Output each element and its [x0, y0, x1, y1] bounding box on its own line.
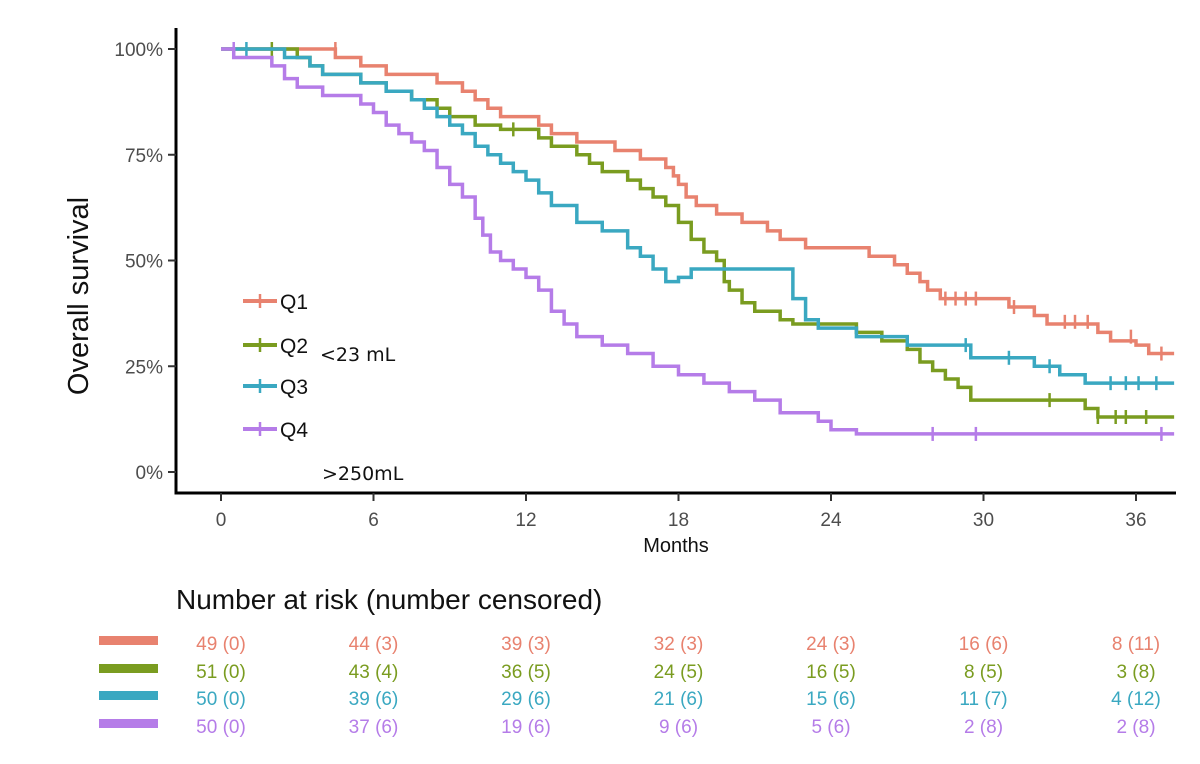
- legend-label: Q1: [280, 291, 308, 314]
- x-tick-label: 6: [368, 510, 379, 531]
- risk-cell: 19 (6): [501, 717, 551, 738]
- risk-cell: 2 (8): [964, 717, 1003, 738]
- risk-cell: 44 (3): [349, 634, 399, 655]
- x-tick-label: 24: [820, 510, 842, 531]
- y-tick-label: 100%: [114, 40, 163, 61]
- legend-label: Q3: [280, 376, 308, 399]
- annotation-low-volume: <23 mL: [320, 344, 396, 366]
- axes: 0% 25% 50% 75% 100% 0 6 12 18 24 30 36 Months Overall…: [63, 28, 1176, 557]
- risk-cell: 51 (0): [196, 662, 246, 683]
- risk-cell: 5 (6): [811, 717, 850, 738]
- series-q1: [221, 42, 1175, 361]
- risk-cell: 39 (6): [349, 689, 399, 710]
- legend-item-q3: Q3: [243, 376, 308, 399]
- y-tick-label: 50%: [125, 252, 163, 273]
- risk-cell: 32 (3): [654, 634, 704, 655]
- risk-table-title: Number at risk (number censored): [176, 584, 602, 615]
- y-tick-label: 75%: [125, 146, 163, 167]
- risk-cell: 16 (6): [959, 634, 1009, 655]
- risk-cell: 37 (6): [349, 717, 399, 738]
- risk-cell: 24 (3): [806, 634, 856, 655]
- series-q4: [221, 42, 1175, 441]
- annotation-high-volume: >250mL: [322, 463, 404, 485]
- legend-item-q2: Q2: [243, 335, 308, 358]
- risk-row-swatch: [99, 719, 158, 728]
- risk-row-q3: 50 (0) 39 (6) 29 (6) 21 (6) 15 (6) 11 (7) 4 (1…: [99, 689, 1161, 710]
- x-tick-label: 18: [668, 510, 689, 531]
- series-q3: [221, 42, 1175, 391]
- y-tick-label: 0%: [136, 463, 164, 484]
- risk-row-q4: 50 (0) 37 (6) 19 (6) 9 (6) 5 (6) 2 (8) 2 (8): [99, 717, 1156, 738]
- risk-cell: 4 (12): [1111, 689, 1161, 710]
- legend-label: Q4: [280, 419, 308, 442]
- risk-cell: 21 (6): [654, 689, 704, 710]
- risk-cell: 50 (0): [196, 689, 246, 710]
- risk-table: Number at risk (number censored) 49 (0) 4…: [99, 584, 1161, 738]
- risk-cell: 43 (4): [349, 662, 399, 683]
- x-tick-label: 30: [973, 510, 994, 531]
- survival-line-q4: [221, 47, 1175, 436]
- risk-cell: 15 (6): [806, 689, 856, 710]
- risk-cell: 36 (5): [501, 662, 551, 683]
- legend-item-q4: Q4: [243, 419, 308, 442]
- y-tick-label: 25%: [125, 357, 163, 378]
- legend: Q1 Q2 Q3 Q4: [243, 291, 308, 442]
- survival-line-q3: [221, 47, 1175, 385]
- risk-row-swatch: [99, 664, 158, 673]
- x-tick-label: 0: [216, 510, 227, 531]
- risk-cell: 2 (8): [1116, 717, 1155, 738]
- risk-cell: 16 (5): [806, 662, 856, 683]
- y-axis-title: Overall survival: [63, 197, 95, 395]
- risk-row-swatch: [99, 636, 158, 645]
- risk-cell: 8 (5): [964, 662, 1003, 683]
- series-q2: [221, 42, 1175, 425]
- risk-cell: 11 (7): [959, 689, 1007, 710]
- risk-cell: 24 (5): [654, 662, 704, 683]
- x-axis-title: Months: [643, 535, 709, 557]
- risk-row-swatch: [99, 691, 158, 700]
- risk-cell: 39 (3): [501, 634, 551, 655]
- survival-curves: [221, 42, 1175, 441]
- risk-cell: 8 (11): [1112, 634, 1160, 655]
- x-tick-label: 36: [1125, 510, 1146, 531]
- risk-cell: 9 (6): [659, 717, 698, 738]
- risk-row-q1: 49 (0) 44 (3) 39 (3) 32 (3) 24 (3) 16 (6) 8 (1…: [99, 634, 1160, 655]
- risk-cell: 29 (6): [501, 689, 551, 710]
- survival-line-q2: [221, 47, 1175, 419]
- survival-line-q1: [221, 47, 1175, 356]
- legend-label: Q2: [280, 335, 308, 358]
- risk-cell: 3 (8): [1116, 662, 1155, 683]
- risk-cell: 50 (0): [196, 717, 246, 738]
- risk-cell: 49 (0): [196, 634, 246, 655]
- x-tick-label: 12: [515, 510, 536, 531]
- legend-item-q1: Q1: [243, 291, 308, 314]
- risk-row-q2: 51 (0) 43 (4) 36 (5) 24 (5) 16 (5) 8 (5) 3 (8): [99, 662, 1156, 683]
